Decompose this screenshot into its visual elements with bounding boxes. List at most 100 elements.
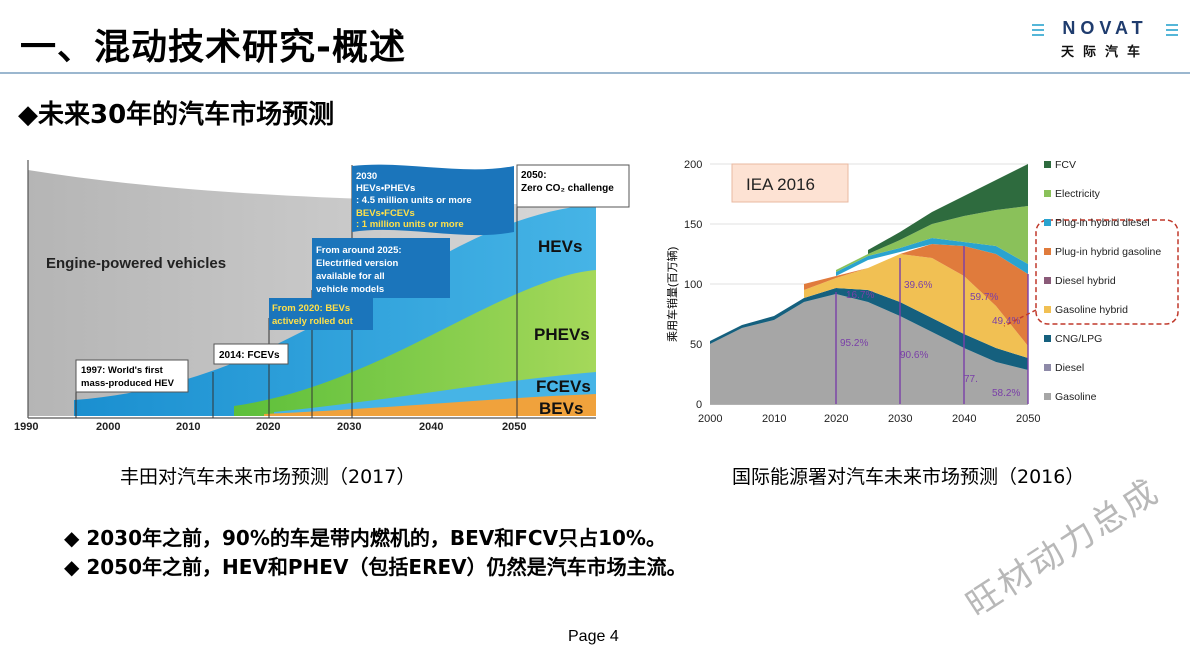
iea-area-gasoline bbox=[710, 294, 1028, 404]
page-number: Page 4 bbox=[568, 628, 619, 645]
iea-ytick-200: 200 bbox=[684, 159, 702, 171]
svg-text:available for all: available for all bbox=[316, 271, 385, 282]
legend-swatch-5 bbox=[1044, 306, 1051, 313]
iea-xtick-2000: 2000 bbox=[698, 413, 722, 425]
title-divider bbox=[0, 72, 1190, 74]
callout-2050: 2050: Zero CO₂ challenge bbox=[516, 164, 630, 208]
iea-area-phev-diesel bbox=[836, 238, 1028, 276]
svg-text:: 4.5 million units or more: : 4.5 million units or more bbox=[356, 195, 472, 206]
legend-label-3: Plug-in hybrid gasoline bbox=[1055, 246, 1161, 258]
svg-text:Electrified version: Electrified version bbox=[316, 258, 399, 269]
svg-text:2014: FCEVs: 2014: FCEVs bbox=[219, 350, 280, 361]
iea-y-label: 乘用车销量(百万辆) bbox=[665, 247, 679, 342]
toyota-forecast-chart: Engine-powered vehicles HEVs PHEVs FCEVs… bbox=[14, 160, 630, 433]
svg-text:Zero CO₂ challenge: Zero CO₂ challenge bbox=[521, 183, 614, 194]
legend-label-7: Diesel bbox=[1055, 362, 1084, 374]
logo-lines-icon bbox=[1032, 24, 1178, 36]
iea-forecast-chart: IEA 2016 乘用车销量(百万辆) 16.7% 39.6% 59.7% 49… bbox=[665, 159, 1179, 425]
svg-text:vehicle models: vehicle models bbox=[316, 284, 384, 295]
annot-95-2: 95.2% bbox=[840, 338, 868, 349]
iea-ytick-0: 0 bbox=[696, 399, 702, 411]
svg-text:From around 2025:: From around 2025: bbox=[316, 245, 402, 256]
legend-label-6: CNG/LPG bbox=[1055, 333, 1102, 345]
iea-label-box bbox=[731, 163, 849, 203]
toyota-tick-2010: 2010 bbox=[176, 421, 200, 433]
legend-swatch-7 bbox=[1044, 364, 1051, 371]
conclusion-item-1: ◆ 2030年之前，90%的车是带内燃机的，BEV和FCV只占10%。 bbox=[64, 526, 666, 550]
iea-xtick-2010: 2010 bbox=[762, 413, 786, 425]
legend-label-2: Plug-in hybrid diesel bbox=[1055, 217, 1150, 229]
annot-49-4: 49.4% bbox=[992, 316, 1020, 327]
iea-area-electricity bbox=[836, 206, 1028, 272]
iea-xtick-2040: 2040 bbox=[952, 413, 976, 425]
band-label-phevs: PHEVs bbox=[534, 325, 590, 344]
iea-xtick-2050: 2050 bbox=[1016, 413, 1040, 425]
legend-swatch-8 bbox=[1044, 393, 1051, 400]
toyota-tick-2040: 2040 bbox=[419, 421, 443, 433]
toyota-tick-2000: 2000 bbox=[96, 421, 120, 433]
callout-2020: From 2020: BEVs actively rolled out bbox=[269, 298, 373, 330]
iea-highlight-arrow bbox=[1003, 309, 1037, 327]
section-subtitle: ◆未来30年的汽车市场预测 bbox=[18, 100, 335, 130]
iea-caption: 国际能源署对汽车未来市场预测（2016） bbox=[732, 466, 1085, 488]
logo-brand: NOVAT bbox=[1062, 18, 1148, 38]
toyota-tick-2030: 2030 bbox=[337, 421, 361, 433]
iea-area-gasoline-hybrid bbox=[804, 254, 1028, 358]
svg-text:2030: 2030 bbox=[356, 171, 377, 182]
toyota-tick-2020: 2020 bbox=[256, 421, 280, 433]
svg-text:2050:: 2050: bbox=[521, 170, 547, 181]
callout-1997: 1997: World's first mass-produced HEV bbox=[75, 359, 189, 393]
toyota-tick-2050: 2050 bbox=[502, 421, 526, 433]
annot-90-6: 90.6% bbox=[900, 350, 928, 361]
callout-2030: 2030 HEVs•PHEVs : 4.5 million units or m… bbox=[352, 164, 514, 236]
iea-label: IEA 2016 bbox=[746, 175, 815, 194]
annot-59-7: 59.7% bbox=[970, 292, 998, 303]
conclusion-item-2: ◆ 2050年之前，HEV和PHEV（包括EREV）仍然是汽车市场主流。 bbox=[64, 555, 687, 579]
annot-16-7: 16.7% bbox=[846, 290, 874, 301]
legend-label-1: Electricity bbox=[1055, 188, 1101, 200]
iea-area-fcv bbox=[868, 164, 1028, 254]
svg-text:mass-produced HEV: mass-produced HEV bbox=[81, 378, 175, 389]
legend-swatch-3 bbox=[1044, 248, 1051, 255]
band-label-bevs: BEVs bbox=[539, 399, 583, 418]
iea-area-cng bbox=[710, 288, 1028, 370]
legend-swatch-6 bbox=[1044, 335, 1051, 342]
company-logo: NOVAT 天际汽车 bbox=[1030, 18, 1180, 60]
svg-text:1997: World's first: 1997: World's first bbox=[81, 365, 164, 376]
annot-39-6: 39.6% bbox=[904, 280, 932, 291]
toyota-tick-1990: 1990 bbox=[14, 421, 38, 433]
annot-77: 77. bbox=[964, 374, 978, 385]
page-title: 一、混动技术研究-概述 bbox=[20, 27, 406, 68]
phev-band bbox=[234, 270, 596, 416]
conclusion-list: ◆ 2030年之前，90%的车是带内燃机的，BEV和FCV只占10%。 ◆ 20… bbox=[64, 524, 687, 582]
legend-label-8: Gasoline bbox=[1055, 391, 1097, 403]
callout-2014: 2014: FCEVs bbox=[213, 343, 289, 365]
annot-58-2: 58.2% bbox=[992, 388, 1020, 399]
iea-xtick-2020: 2020 bbox=[824, 413, 848, 425]
legend-swatch-2 bbox=[1044, 219, 1051, 226]
legend-label-0: FCV bbox=[1055, 159, 1076, 171]
logo-brand-cn: 天际汽车 bbox=[1060, 45, 1149, 60]
svg-text:actively rolled out: actively rolled out bbox=[272, 316, 354, 327]
iea-area-phev-gasoline bbox=[804, 244, 1028, 346]
svg-text:BEVs•FCEVs: BEVs•FCEVs bbox=[356, 208, 415, 219]
band-label-fcevs: FCEVs bbox=[536, 377, 591, 396]
iea-hybrid-highlight bbox=[1035, 219, 1179, 325]
iea-legend: FCV Electricity Plug-in hybrid diesel Plug-… bbox=[1044, 159, 1161, 403]
legend-label-4: Diesel hybrid bbox=[1055, 275, 1116, 287]
iea-ytick-50: 50 bbox=[690, 339, 702, 351]
iea-ytick-100: 100 bbox=[684, 279, 702, 291]
svg-text:HEVs•PHEVs: HEVs•PHEVs bbox=[356, 183, 415, 194]
callout-2025: From around 2025: Electrified version av… bbox=[312, 238, 450, 298]
svg-text:: 1 million units or more: : 1 million units or more bbox=[356, 219, 464, 230]
band-label-engine: Engine-powered vehicles bbox=[46, 255, 226, 272]
legend-swatch-0 bbox=[1044, 161, 1051, 168]
legend-swatch-1 bbox=[1044, 190, 1051, 197]
bev-band bbox=[264, 394, 596, 416]
svg-text:From 2020: BEVs: From 2020: BEVs bbox=[272, 303, 350, 314]
iea-xtick-2030: 2030 bbox=[888, 413, 912, 425]
iea-ytick-150: 150 bbox=[684, 219, 702, 231]
band-label-hevs: HEVs bbox=[538, 237, 582, 256]
legend-swatch-4 bbox=[1044, 277, 1051, 284]
toyota-caption: 丰田对汽车未来市场预测（2017） bbox=[120, 466, 416, 488]
